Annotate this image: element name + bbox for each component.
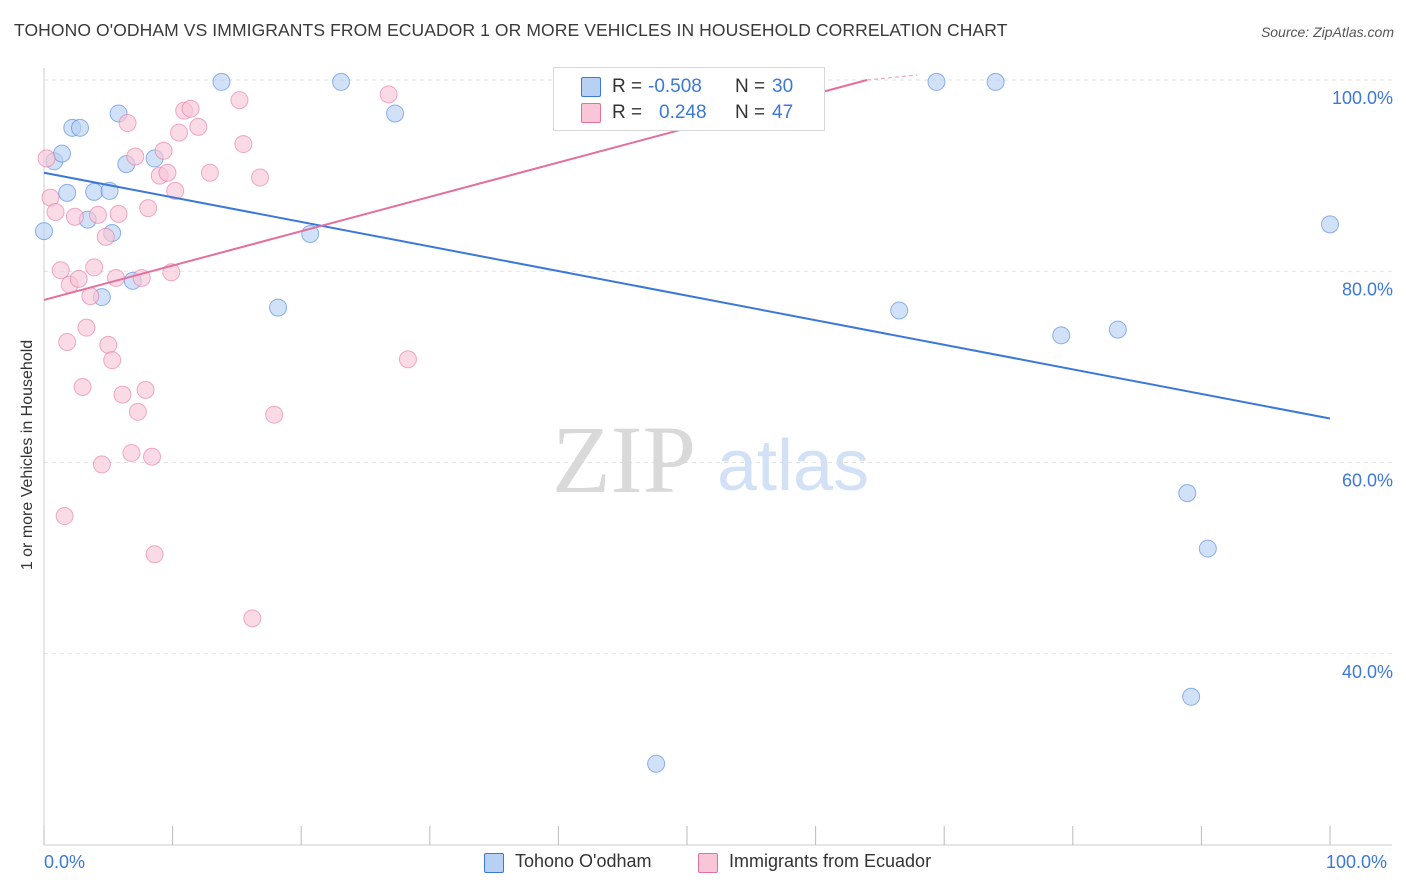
tohono-point bbox=[386, 104, 405, 123]
y-tick-label: 40.0% bbox=[1342, 662, 1393, 682]
ecuador-point bbox=[51, 261, 70, 280]
tohono-point bbox=[269, 298, 288, 317]
ecuador-point bbox=[234, 135, 253, 154]
tohono-point bbox=[85, 182, 104, 201]
tohono-point bbox=[71, 118, 90, 137]
ecuador-point bbox=[65, 207, 84, 226]
tohono-point bbox=[58, 183, 77, 202]
tohono-point bbox=[1198, 539, 1217, 558]
tohono-point bbox=[53, 144, 72, 163]
y-tick-label: 80.0% bbox=[1342, 279, 1393, 299]
ecuador-trend-extension bbox=[866, 74, 918, 81]
r-label: R = bbox=[612, 76, 643, 97]
ecuador-point bbox=[103, 351, 122, 370]
ecuador-point bbox=[37, 149, 56, 168]
ecuador-point bbox=[136, 380, 155, 399]
ecuador-point bbox=[145, 545, 164, 564]
ecuador-point bbox=[122, 443, 141, 462]
x-tick-label-0: 0.0% bbox=[44, 852, 86, 872]
ecuador-point bbox=[128, 402, 147, 421]
legend-swatch-ecuador bbox=[698, 853, 718, 873]
ecuador-point bbox=[230, 91, 249, 110]
tohono-point bbox=[332, 72, 351, 91]
ecuador-point bbox=[143, 447, 162, 466]
ecuador-point bbox=[118, 114, 137, 133]
n-value: 30 bbox=[772, 76, 794, 97]
ecuador-point bbox=[58, 333, 77, 352]
tohono-point bbox=[212, 72, 231, 91]
y-tick-label: 60.0% bbox=[1342, 471, 1393, 491]
ecuador-point bbox=[243, 609, 262, 628]
ecuador-point bbox=[99, 335, 118, 354]
ecuador-point bbox=[107, 268, 126, 287]
y-tick-labels: 40.0% 60.0% 80.0% 100.0% bbox=[1332, 88, 1393, 682]
ecuador-point bbox=[46, 202, 65, 221]
ecuador-point bbox=[109, 204, 128, 223]
ecuador-point bbox=[265, 405, 284, 424]
ecuador-point bbox=[158, 163, 177, 182]
ecuador-point bbox=[89, 205, 108, 224]
axes bbox=[43, 68, 1392, 846]
ecuador-point bbox=[55, 507, 74, 526]
data-points bbox=[35, 72, 1339, 773]
ecuador-point bbox=[251, 168, 270, 187]
source-credit: Source: ZipAtlas.com bbox=[1260, 24, 1394, 40]
tohono-point bbox=[1182, 687, 1201, 706]
tohono-point bbox=[1052, 326, 1071, 345]
tohono-point bbox=[1178, 484, 1197, 503]
ecuador-point bbox=[96, 227, 115, 246]
tohono-point bbox=[890, 301, 909, 320]
ecuador-point bbox=[154, 141, 173, 160]
tohono-point bbox=[1108, 320, 1127, 339]
tohono-trend-line bbox=[43, 171, 1331, 420]
grid-lines bbox=[44, 79, 1392, 655]
ecuador-point bbox=[166, 181, 185, 200]
r-value: 0.248 bbox=[659, 102, 707, 123]
n-value: 47 bbox=[772, 102, 794, 123]
ecuador-point bbox=[85, 258, 104, 277]
ecuador-point bbox=[113, 385, 132, 404]
ecuador-point bbox=[77, 318, 96, 337]
legend-swatch-blue bbox=[581, 77, 601, 97]
tohono-point bbox=[986, 72, 1005, 91]
ecuador-point bbox=[92, 455, 111, 474]
legend-swatch-tohono bbox=[484, 853, 504, 873]
ecuador-point bbox=[189, 117, 208, 136]
ecuador-point bbox=[139, 199, 158, 218]
r-label: R = bbox=[612, 102, 643, 123]
ecuador-point bbox=[69, 269, 88, 288]
y-tick-label: 100.0% bbox=[1332, 88, 1393, 108]
watermark-zip: ZIP bbox=[552, 406, 696, 513]
stats-legend: R = -0.508 N = 30 R = 0.248 N = 47 bbox=[553, 67, 825, 131]
n-label: N = bbox=[735, 102, 766, 123]
legend-swatch-pink bbox=[581, 103, 601, 123]
tohono-point bbox=[35, 222, 53, 241]
tohono-point bbox=[927, 72, 946, 91]
r-value: -0.508 bbox=[648, 76, 702, 97]
legend-label-tohono: Tohono O'odham bbox=[515, 851, 652, 871]
ecuador-point bbox=[379, 85, 398, 104]
tohono-point bbox=[647, 754, 666, 773]
ecuador-point bbox=[181, 99, 200, 118]
watermark-atlas: atlas bbox=[717, 426, 869, 506]
legend-label-ecuador: Immigrants from Ecuador bbox=[729, 851, 932, 871]
ecuador-point bbox=[398, 350, 417, 369]
ecuador-point bbox=[73, 377, 92, 396]
n-label: N = bbox=[735, 76, 766, 97]
chart-title: TOHONO O'ODHAM VS IMMIGRANTS FROM ECUADO… bbox=[14, 20, 1008, 40]
tohono-point bbox=[1321, 215, 1339, 234]
ecuador-point bbox=[200, 163, 219, 182]
ecuador-point bbox=[126, 147, 145, 166]
watermark: ZIP atlas bbox=[552, 406, 869, 513]
ecuador-point bbox=[170, 123, 189, 142]
x-tick-label-100: 100.0% bbox=[1326, 852, 1388, 872]
